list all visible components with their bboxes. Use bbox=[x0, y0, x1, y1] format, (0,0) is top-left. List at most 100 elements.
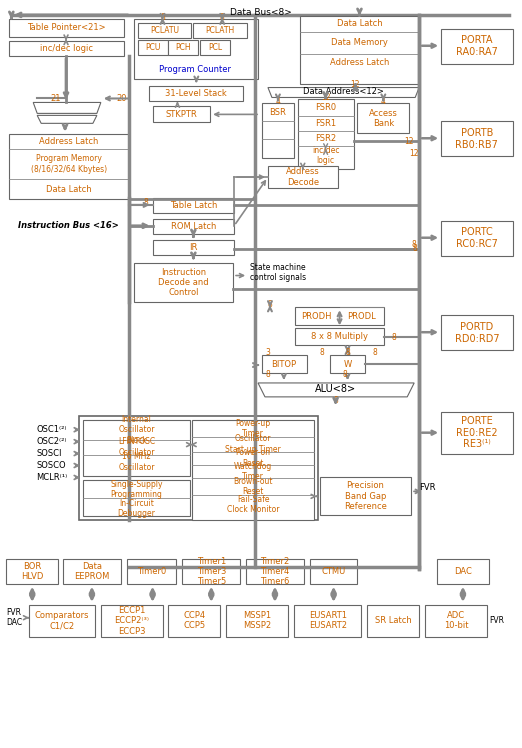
Text: Timer0: Timer0 bbox=[137, 567, 166, 576]
Bar bbox=[83, 480, 191, 516]
Text: Power-on
Reset: Power-on Reset bbox=[235, 448, 270, 468]
Text: inc/dec
logic: inc/dec logic bbox=[312, 145, 339, 165]
Text: Table Latch: Table Latch bbox=[170, 201, 217, 210]
Text: CCP4
CCP5: CCP4 CCP5 bbox=[183, 611, 206, 631]
Text: Data
EEPROM: Data EEPROM bbox=[74, 562, 110, 581]
Text: 4: 4 bbox=[381, 97, 386, 106]
Text: 8: 8 bbox=[266, 370, 270, 379]
Bar bbox=[441, 29, 513, 64]
Text: 12: 12 bbox=[409, 149, 419, 158]
Text: FVR: FVR bbox=[6, 608, 21, 617]
Bar bbox=[441, 121, 513, 156]
Bar bbox=[294, 605, 361, 637]
Text: Program Memory
(8/16/32/64 Kbytes): Program Memory (8/16/32/64 Kbytes) bbox=[31, 154, 107, 174]
Text: Internal
Oscillator
Block: Internal Oscillator Block bbox=[118, 415, 155, 444]
Text: 8: 8 bbox=[220, 13, 224, 22]
Bar bbox=[79, 416, 318, 520]
Text: Address Latch: Address Latch bbox=[330, 58, 389, 67]
Bar bbox=[127, 559, 176, 584]
Text: PRODL: PRODL bbox=[347, 312, 376, 321]
Text: DAC: DAC bbox=[454, 567, 472, 576]
Text: 12: 12 bbox=[405, 137, 414, 146]
Text: OSC1⁽²⁾: OSC1⁽²⁾ bbox=[36, 425, 67, 434]
Bar bbox=[29, 605, 95, 637]
Text: 31-Level Stack: 31-Level Stack bbox=[165, 89, 227, 98]
Text: ALU<8>: ALU<8> bbox=[315, 384, 356, 394]
Text: FVR: FVR bbox=[419, 483, 436, 492]
Text: PORTB
RB0:RB7: PORTB RB0:RB7 bbox=[455, 128, 499, 150]
Text: PCLATH: PCLATH bbox=[206, 26, 235, 35]
Text: Data Latch: Data Latch bbox=[337, 19, 382, 28]
Bar bbox=[200, 40, 230, 55]
Text: Timer2
Timer4
Timer6: Timer2 Timer4 Timer6 bbox=[260, 557, 290, 586]
Text: Program Counter: Program Counter bbox=[159, 65, 231, 74]
Text: Address
Decode: Address Decode bbox=[286, 168, 319, 187]
Text: SR Latch: SR Latch bbox=[375, 616, 412, 625]
Text: 12: 12 bbox=[350, 80, 359, 89]
Bar bbox=[152, 239, 234, 254]
Text: Address Latch: Address Latch bbox=[39, 137, 99, 147]
Text: BOR
HLVD: BOR HLVD bbox=[21, 562, 43, 581]
Text: Access
Bank: Access Bank bbox=[369, 108, 398, 128]
Bar bbox=[329, 355, 365, 373]
Text: OSC2⁽²⁾: OSC2⁽²⁾ bbox=[36, 437, 67, 446]
Text: MCLR⁽¹⁾: MCLR⁽¹⁾ bbox=[36, 473, 67, 482]
Text: PORTE
RE0:RE2
RE3⁽¹⁾: PORTE RE0:RE2 RE3⁽¹⁾ bbox=[456, 416, 497, 450]
Bar bbox=[226, 605, 288, 637]
Text: Timer1
Timer3
Timer5: Timer1 Timer3 Timer5 bbox=[197, 557, 226, 586]
Text: 8: 8 bbox=[413, 244, 418, 253]
Bar bbox=[152, 106, 210, 123]
Text: Data Bus<8>: Data Bus<8> bbox=[230, 8, 292, 17]
Text: ADC
10-bit: ADC 10-bit bbox=[444, 611, 468, 631]
Text: State machine
control signals: State machine control signals bbox=[250, 263, 306, 282]
Text: CTMU: CTMU bbox=[322, 567, 346, 576]
Text: FSR1: FSR1 bbox=[315, 120, 336, 129]
Bar bbox=[9, 41, 124, 55]
Text: ECCP1
ECCP2⁽³⁾
ECCP3: ECCP1 ECCP2⁽³⁾ ECCP3 bbox=[114, 606, 149, 636]
Bar bbox=[193, 420, 314, 520]
Bar bbox=[134, 19, 258, 79]
Text: 21: 21 bbox=[51, 94, 62, 103]
Text: PCH: PCH bbox=[175, 43, 191, 52]
Bar bbox=[300, 16, 419, 84]
Bar bbox=[262, 103, 294, 158]
Text: BSR: BSR bbox=[269, 108, 287, 117]
Text: W: W bbox=[343, 360, 352, 369]
Text: LFINTOSC
Oscillator: LFINTOSC Oscillator bbox=[118, 438, 155, 457]
Bar bbox=[169, 40, 198, 55]
Text: 8: 8 bbox=[345, 348, 350, 357]
Text: 8: 8 bbox=[268, 300, 272, 309]
Bar bbox=[425, 605, 487, 637]
Bar bbox=[169, 605, 220, 637]
Text: 12: 12 bbox=[321, 93, 330, 102]
Bar bbox=[9, 135, 129, 199]
Text: 8: 8 bbox=[392, 333, 397, 342]
Text: Power-up
Timer: Power-up Timer bbox=[235, 419, 270, 438]
Polygon shape bbox=[258, 383, 414, 397]
Text: EUSART1
EUSART2: EUSART1 EUSART2 bbox=[309, 611, 347, 631]
Text: MSSP1
MSSP2: MSSP1 MSSP2 bbox=[243, 611, 271, 631]
Bar bbox=[295, 328, 384, 345]
Text: Precision
Band Gap
Reference: Precision Band Gap Reference bbox=[344, 482, 387, 511]
Text: In-Circuit
Debugger: In-Circuit Debugger bbox=[118, 499, 156, 518]
Bar bbox=[138, 40, 168, 55]
Text: ROM Latch: ROM Latch bbox=[171, 222, 216, 231]
Text: Data Address<12>: Data Address<12> bbox=[303, 87, 384, 96]
Text: 3: 3 bbox=[266, 348, 270, 357]
Text: PCL: PCL bbox=[208, 43, 222, 52]
Bar bbox=[138, 23, 192, 38]
Text: Single-Supply
Programming: Single-Supply Programming bbox=[111, 479, 163, 499]
Text: PCU: PCU bbox=[145, 43, 160, 52]
Bar bbox=[101, 605, 162, 637]
Text: SOSCI: SOSCI bbox=[36, 449, 62, 458]
Bar bbox=[367, 605, 419, 637]
Text: Data Memory: Data Memory bbox=[331, 38, 388, 47]
Text: PCLATU: PCLATU bbox=[150, 26, 179, 35]
Bar bbox=[268, 166, 338, 188]
Bar bbox=[358, 103, 409, 133]
Text: 20: 20 bbox=[116, 94, 127, 103]
Text: FSR2: FSR2 bbox=[315, 134, 336, 144]
Text: 8: 8 bbox=[319, 348, 324, 357]
Text: Data Latch: Data Latch bbox=[46, 185, 92, 194]
Bar bbox=[441, 412, 513, 453]
